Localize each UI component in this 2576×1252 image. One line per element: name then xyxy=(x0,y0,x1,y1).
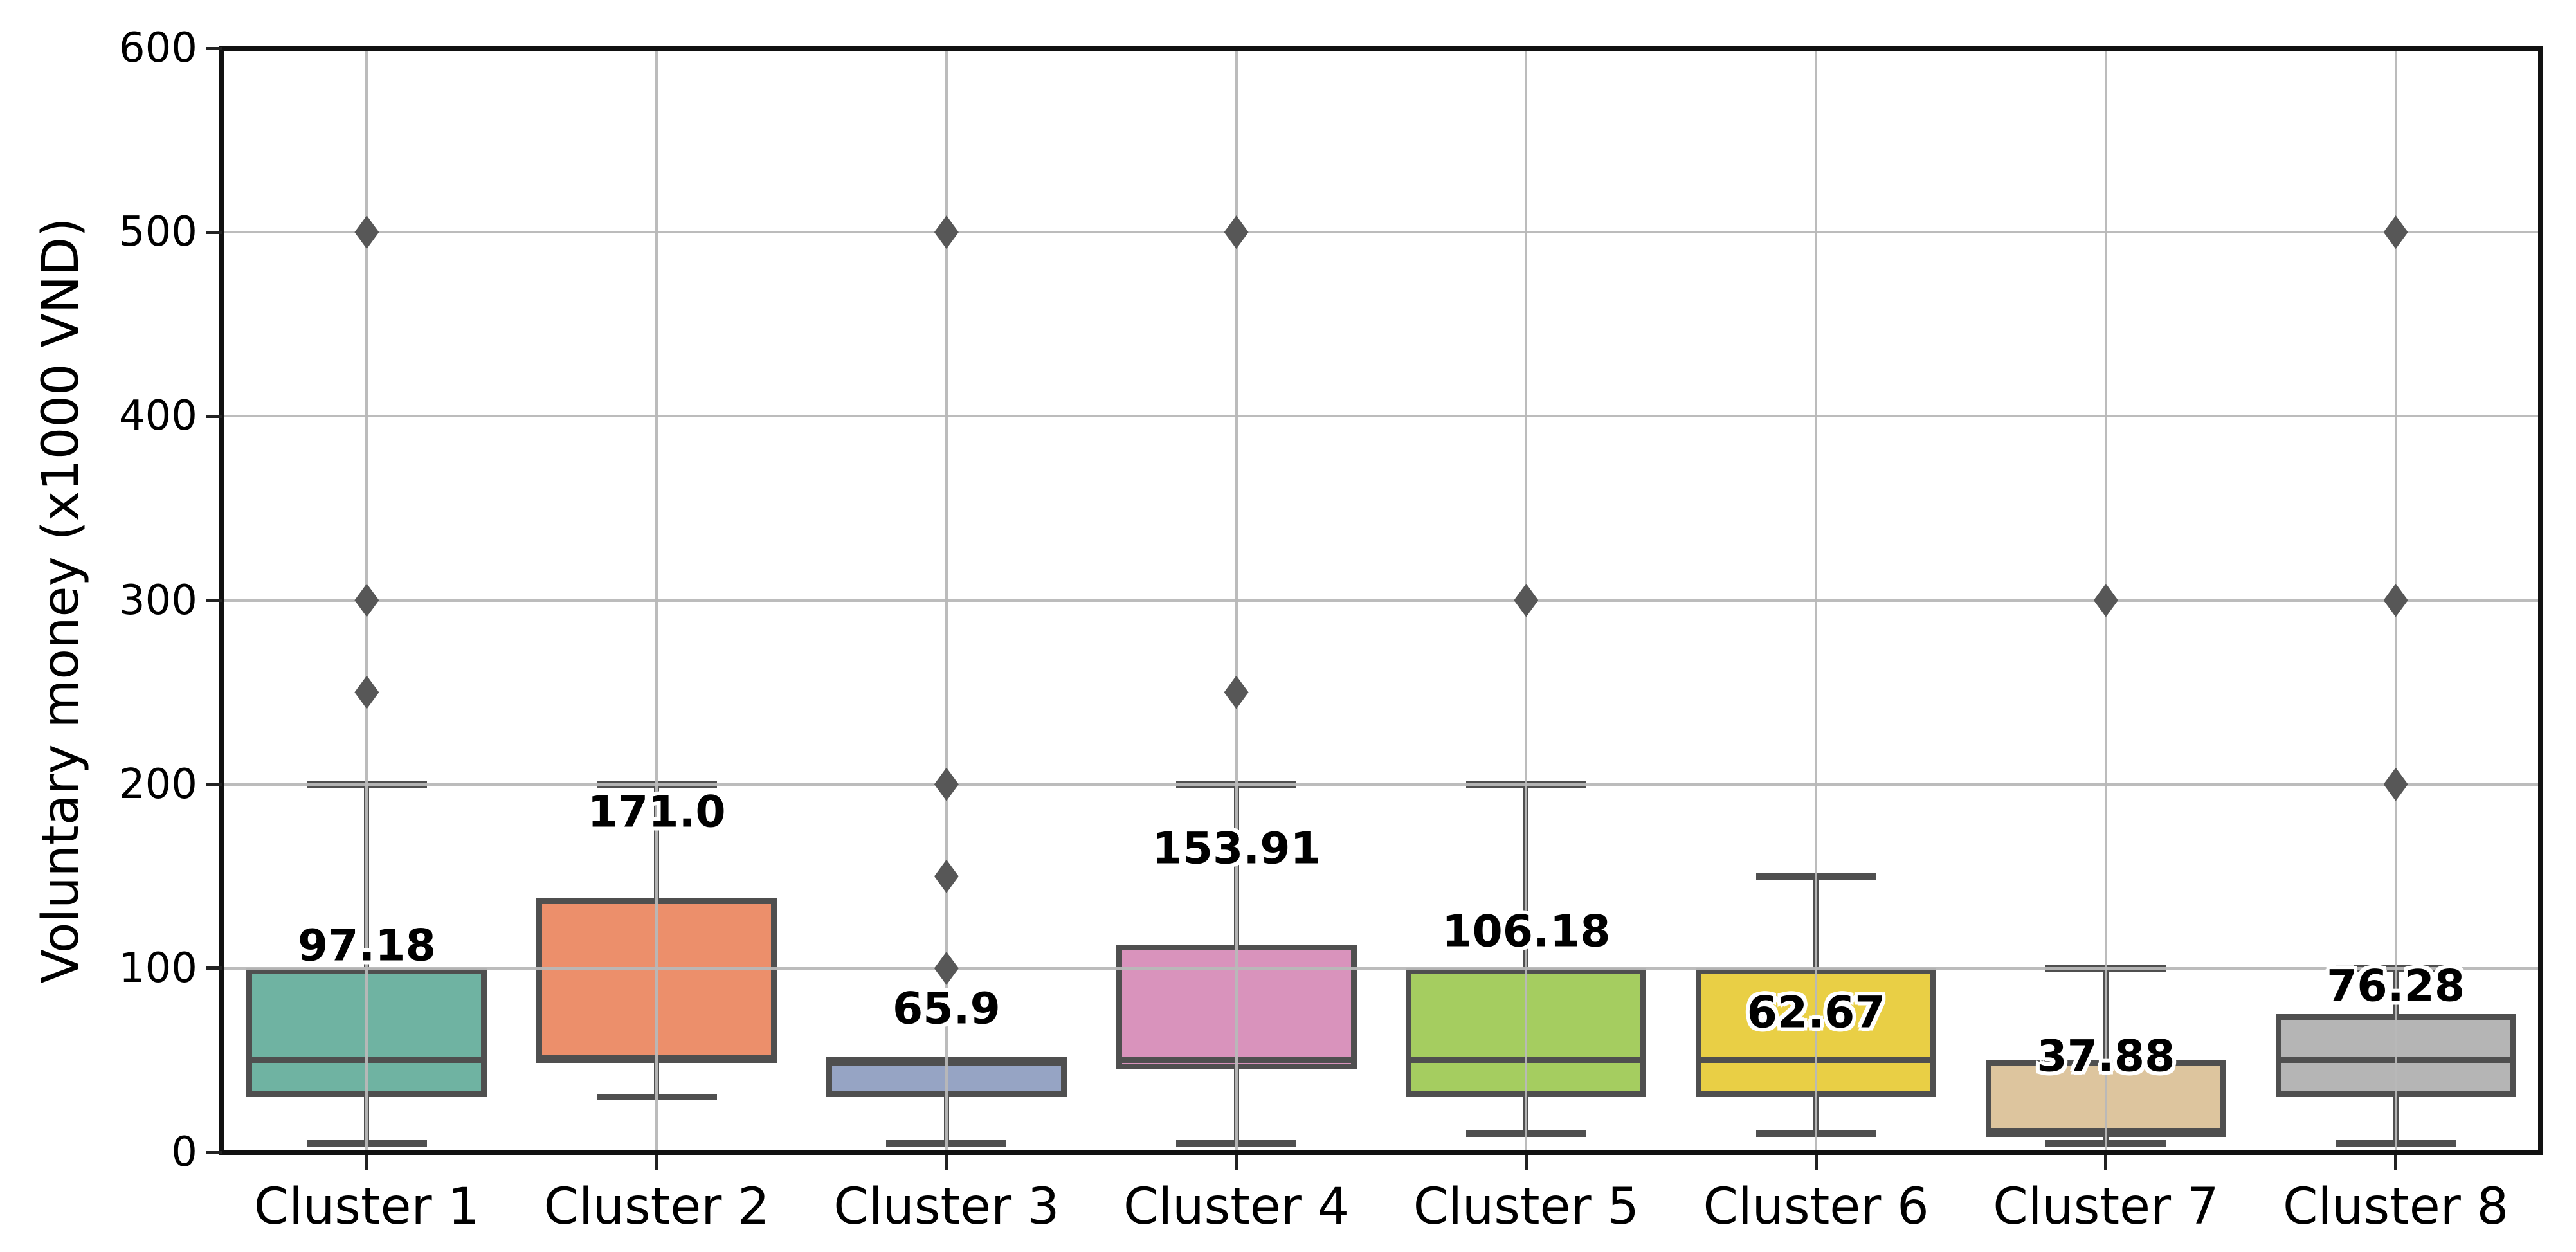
y-tick-label: 200 xyxy=(118,760,197,808)
x-tick-mark xyxy=(1235,1155,1238,1170)
outlier-diamond xyxy=(934,951,959,985)
y-tick-mark xyxy=(206,414,222,418)
x-tick-label: Cluster 5 xyxy=(1413,1178,1640,1236)
x-tick-mark xyxy=(655,1155,658,1170)
outlier-diamond xyxy=(354,675,379,709)
x-tick-label: Cluster 1 xyxy=(253,1178,480,1236)
y-tick-label: 600 xyxy=(118,24,197,72)
x-tick-mark xyxy=(365,1155,368,1170)
x-tick-mark xyxy=(945,1155,948,1170)
y-tick-mark xyxy=(206,46,222,50)
horizontal-gridline xyxy=(222,783,2541,786)
horizontal-gridline xyxy=(222,415,2541,418)
x-tick-label: Cluster 3 xyxy=(833,1178,1060,1236)
x-tick-mark xyxy=(2394,1155,2398,1170)
outlier-diamond xyxy=(1224,675,1249,709)
outlier-diamond xyxy=(354,583,379,617)
y-tick-label: 400 xyxy=(118,392,197,440)
outlier-diamond xyxy=(1514,583,1539,617)
horizontal-gridline xyxy=(222,599,2541,602)
y-tick-label: 300 xyxy=(118,576,197,624)
mean-value-label: 97.18 xyxy=(297,920,436,972)
mean-value-label: 65.9 xyxy=(892,983,1001,1035)
y-tick-label: 500 xyxy=(118,208,197,257)
y-tick-label: 0 xyxy=(171,1129,197,1176)
x-tick-label: Cluster 4 xyxy=(1123,1178,1350,1236)
mean-value-label: 153.91 xyxy=(1152,823,1321,875)
y-tick-mark xyxy=(206,1150,222,1154)
outlier-diamond xyxy=(2383,583,2408,617)
mean-value-label: 37.88 xyxy=(2036,1031,2175,1082)
outlier-diamond xyxy=(354,215,379,249)
horizontal-gridline xyxy=(222,966,2541,970)
x-tick-label: Cluster 8 xyxy=(2282,1178,2509,1236)
y-tick-mark xyxy=(206,599,222,602)
x-tick-mark xyxy=(1814,1155,1818,1170)
mean-value-label: 76.28 xyxy=(2327,961,2465,1012)
outlier-diamond xyxy=(934,859,959,893)
y-tick-mark xyxy=(206,230,222,234)
outlier-diamond xyxy=(2383,215,2408,249)
horizontal-gridline xyxy=(222,231,2541,234)
outlier-diamond xyxy=(1224,215,1249,249)
mean-value-label: 171.0 xyxy=(587,786,726,838)
outlier-diamond xyxy=(2093,583,2118,617)
outlier-diamond xyxy=(934,215,959,249)
mean-value-label: 106.18 xyxy=(1442,906,1611,957)
outlier-diamond xyxy=(934,767,959,801)
y-tick-label: 100 xyxy=(118,944,197,992)
outlier-diamond xyxy=(2383,767,2408,801)
y-tick-mark xyxy=(206,966,222,970)
x-tick-mark xyxy=(2104,1155,2108,1170)
x-tick-label: Cluster 2 xyxy=(543,1178,770,1236)
mean-value-label: 62.67 xyxy=(1746,987,1885,1038)
x-tick-label: Cluster 7 xyxy=(1993,1178,2219,1236)
x-tick-mark xyxy=(1524,1155,1528,1170)
y-tick-mark xyxy=(206,783,222,786)
x-tick-label: Cluster 6 xyxy=(1703,1178,1929,1236)
